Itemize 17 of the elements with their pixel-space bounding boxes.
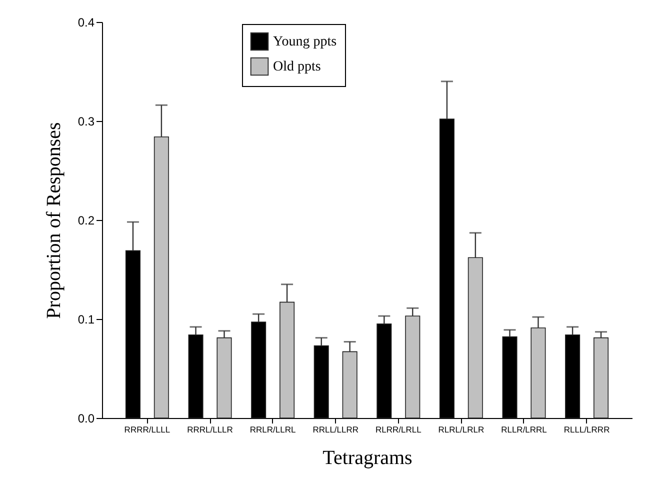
x-tick-label: RLLL/LRRR (564, 424, 610, 434)
y-tick-label: 0.1 (78, 312, 95, 326)
y-tick-label: 0.4 (78, 16, 95, 30)
y-tick-label: 0.2 (78, 214, 95, 228)
legend-label: Young ppts (273, 34, 337, 50)
x-tick-label: RRLR/LLRL (250, 424, 296, 434)
y-tick-label: 0.0 (78, 412, 95, 426)
y-axis-title: Proportion of Responses (42, 122, 65, 319)
legend-label: Old ppts (273, 60, 321, 74)
x-tick-label: RRLL/LLRR (312, 424, 359, 434)
x-tick-label: RLRR/LRLL (375, 424, 422, 434)
x-tick-label: RLLR/LRRL (501, 424, 548, 434)
x-tick-label: RLRL/LRLR (438, 424, 484, 434)
x-tick-label: RRRR/LLLL (124, 424, 170, 434)
y-tick-label: 0.3 (78, 114, 95, 128)
x-tick-label: RRRL/LLLR (187, 424, 233, 434)
x-axis-title: Tetragrams (322, 447, 413, 469)
